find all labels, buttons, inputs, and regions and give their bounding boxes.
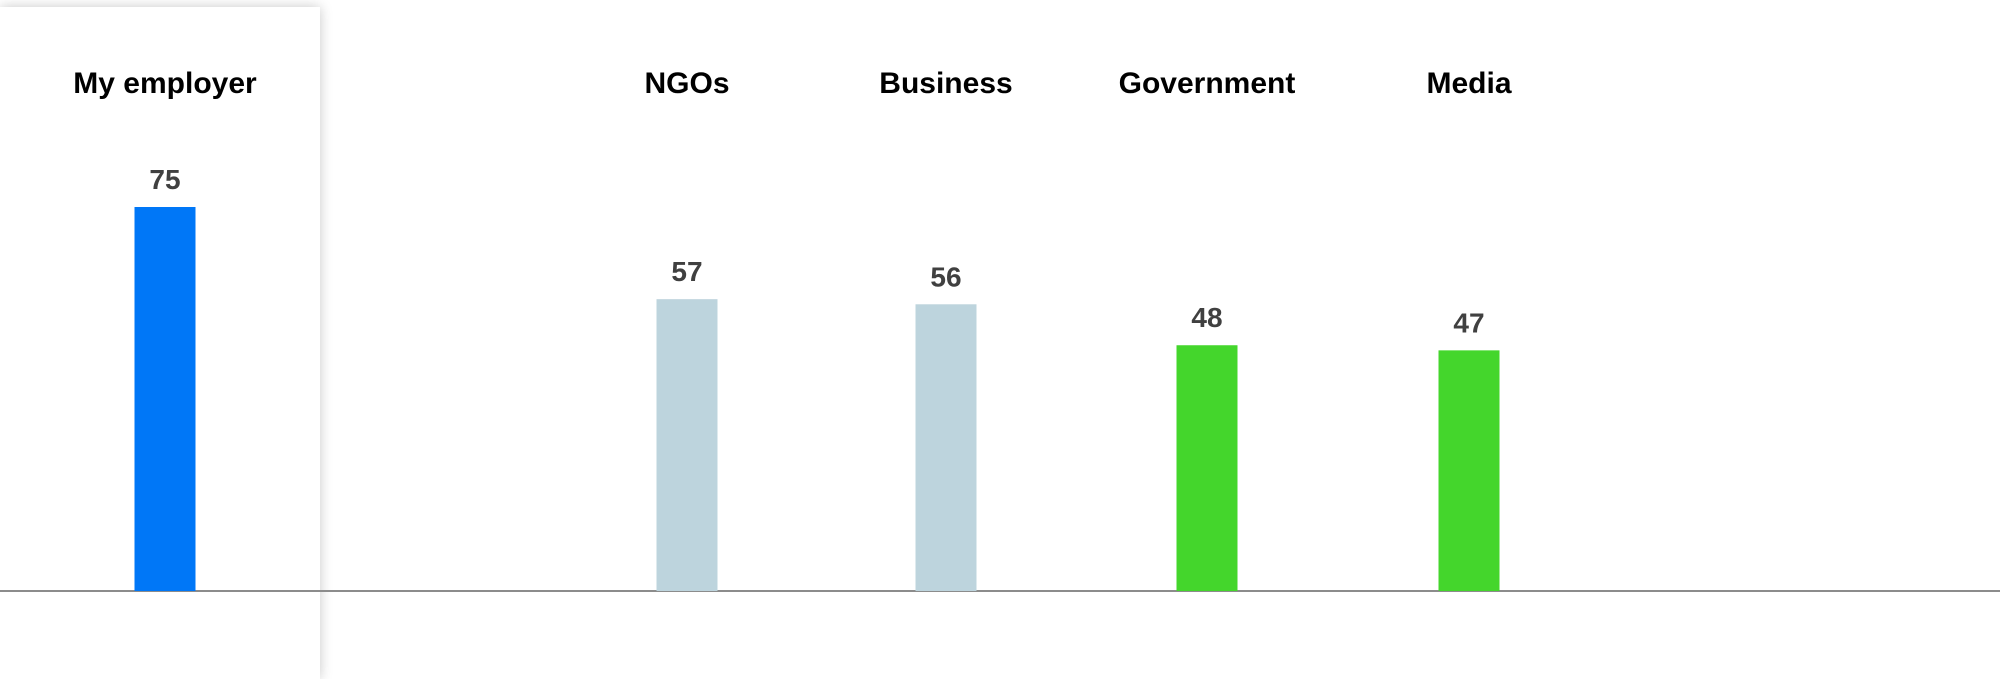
bars-layer bbox=[134, 207, 1500, 591]
bar-business bbox=[915, 304, 977, 591]
bar-government bbox=[1176, 345, 1238, 591]
category-label-media: Media bbox=[1426, 67, 1511, 100]
bar-media bbox=[1438, 350, 1500, 591]
value-label-my-employer: 75 bbox=[149, 164, 180, 195]
value-label-government: 48 bbox=[1191, 302, 1222, 333]
bar-ngos bbox=[656, 299, 718, 591]
bar-my-employer bbox=[134, 207, 196, 591]
value-label-business: 56 bbox=[930, 261, 961, 292]
labels-layer: 75 My employer 57 NGOs 56 Business 48 Governmen… bbox=[73, 67, 1512, 338]
value-label-ngos: 57 bbox=[671, 256, 702, 287]
value-label-media: 47 bbox=[1453, 307, 1484, 338]
category-label-my-employer: My employer bbox=[73, 67, 257, 100]
category-label-ngos: NGOs bbox=[644, 67, 729, 100]
category-label-business: Business bbox=[879, 67, 1012, 100]
category-label-government: Government bbox=[1119, 67, 1296, 100]
